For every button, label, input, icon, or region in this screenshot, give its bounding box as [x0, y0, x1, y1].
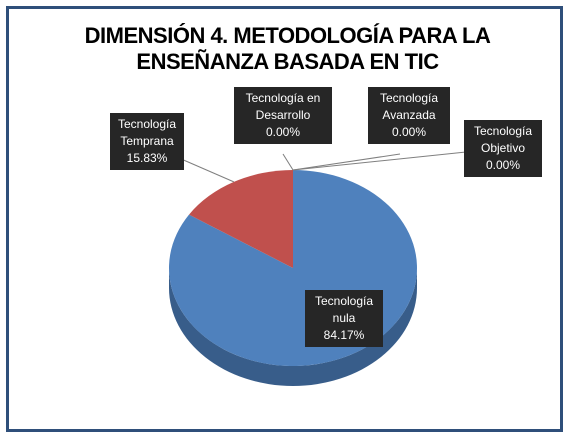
data-label-temprana: Tecnología Temprana 15.83%: [110, 113, 184, 170]
data-label-temprana-name-1: Tecnología: [117, 117, 177, 131]
data-label-temprana-name-2: Temprana: [120, 134, 174, 148]
data-label-objetivo-value: 0.00%: [485, 158, 521, 172]
chart-title: DIMENSIÓN 4. METODOLOGÍA PARA LA ENSEÑAN…: [9, 23, 566, 75]
leader-line-avanzada: [292, 153, 401, 171]
chart-title-line-2: ENSEÑANZA BASADA EN TIC: [136, 49, 439, 74]
data-label-desarrollo: Tecnología en Desarrollo 0.00%: [234, 87, 332, 144]
data-label-desarrollo-name-1: Tecnología en: [245, 91, 321, 105]
leader-line-desarrollo: [282, 153, 294, 171]
data-label-nula: Tecnología nula 84.17%: [305, 290, 383, 347]
pie-side-tecnología-nula: [169, 268, 417, 386]
data-label-avanzada-value: 0.00%: [391, 125, 427, 139]
data-label-nula-name-1: Tecnología: [314, 294, 374, 308]
data-label-desarrollo-value: 0.00%: [265, 125, 301, 139]
data-label-objetivo-name-2: Objetivo: [480, 141, 526, 155]
data-label-avanzada: Tecnología Avanzada 0.00%: [368, 87, 450, 144]
leader-line-objetivo: [292, 151, 467, 171]
chart-title-line-1: DIMENSIÓN 4. METODOLOGÍA PARA LA: [84, 23, 491, 48]
data-label-nula-name-2: nula: [332, 311, 356, 325]
data-label-temprana-value: 15.83%: [126, 151, 168, 165]
pie-slice-tecnología-temprana: [189, 170, 293, 268]
data-label-nula-value: 84.17%: [323, 328, 365, 342]
data-label-avanzada-name-2: Avanzada: [382, 108, 436, 122]
data-label-objetivo: Tecnología Objetivo 0.00%: [464, 120, 542, 177]
data-label-avanzada-name-1: Tecnología: [379, 91, 439, 105]
data-label-objetivo-name-1: Tecnología: [473, 124, 533, 138]
data-label-desarrollo-name-2: Desarrollo: [255, 108, 311, 122]
